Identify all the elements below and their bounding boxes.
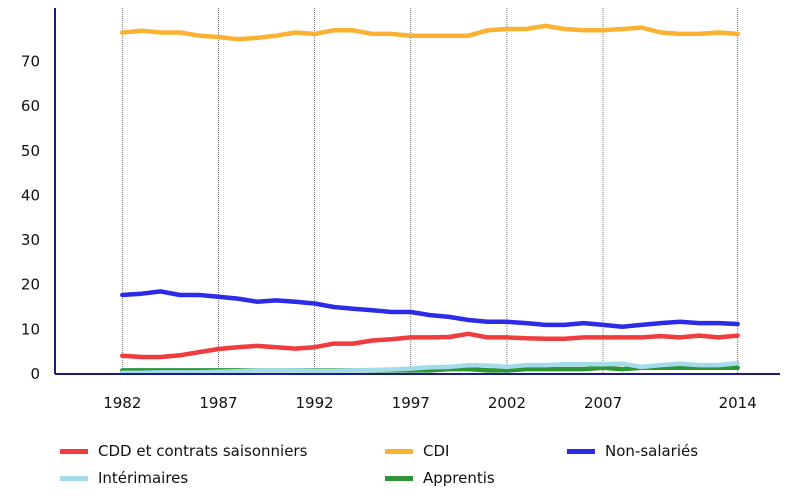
x-tick-label-2007: 2007 (584, 394, 622, 412)
series-line-1 (120, 23, 740, 42)
series-lines (120, 23, 740, 375)
y-tick-label-20: 20 (21, 276, 40, 294)
y-tick-label-40: 40 (21, 186, 40, 204)
y-tick-label-0: 0 (30, 365, 40, 383)
axes (54, 8, 780, 375)
series-line-0 (120, 331, 740, 360)
legend-item-cdd: CDD et contrats saisonniers (60, 442, 307, 460)
legend-label-apprentis: Apprentis (423, 469, 495, 487)
y-tick-label-70: 70 (21, 53, 40, 71)
line-chart: 0 10 20 30 40 50 60 70 1982 1987 1992 1997 2002 2007… (21, 8, 780, 412)
legend-swatch-cdd (60, 448, 88, 454)
legend-item-non-salaries: Non-salariés (567, 442, 698, 460)
legend-swatch-cdi (385, 448, 413, 454)
x-tick-labels: 1982 1987 1992 1997 2002 2007 2014 (103, 394, 757, 412)
legend-swatch-non-salaries (567, 448, 595, 454)
legend-item-cdi: CDI (385, 442, 449, 460)
legend: CDD et contrats saisonniers CDI Non-sala… (0, 438, 800, 498)
legend-swatch-interimaires (60, 475, 88, 481)
y-tick-label-60: 60 (21, 97, 40, 115)
y-tick-label-50: 50 (21, 142, 40, 160)
x-tick-label-2014: 2014 (719, 394, 757, 412)
grid-lines (121, 8, 739, 374)
x-tick-label-1997: 1997 (392, 394, 430, 412)
legend-label-interimaires: Intérimaires (98, 469, 189, 487)
legend-item-interimaires: Intérimaires (60, 469, 188, 487)
x-tick-label-1992: 1992 (296, 394, 334, 412)
series-line-2 (120, 289, 740, 329)
y-tick-label-10: 10 (21, 320, 40, 338)
x-tick-label-2002: 2002 (488, 394, 526, 412)
legend-item-apprentis: Apprentis (385, 469, 495, 487)
legend-label-cdi: CDI (423, 442, 450, 460)
y-tick-labels: 0 10 20 30 40 50 60 70 (21, 53, 40, 383)
x-tick-label-1982: 1982 (103, 394, 141, 412)
y-tick-label-30: 30 (21, 231, 40, 249)
legend-swatch-apprentis (385, 475, 413, 481)
series-line-3 (120, 361, 740, 375)
legend-label-cdd: CDD et contrats saisonniers (98, 442, 308, 460)
legend-label-non-salaries: Non-salariés (605, 442, 699, 460)
x-tick-label-1987: 1987 (199, 394, 237, 412)
